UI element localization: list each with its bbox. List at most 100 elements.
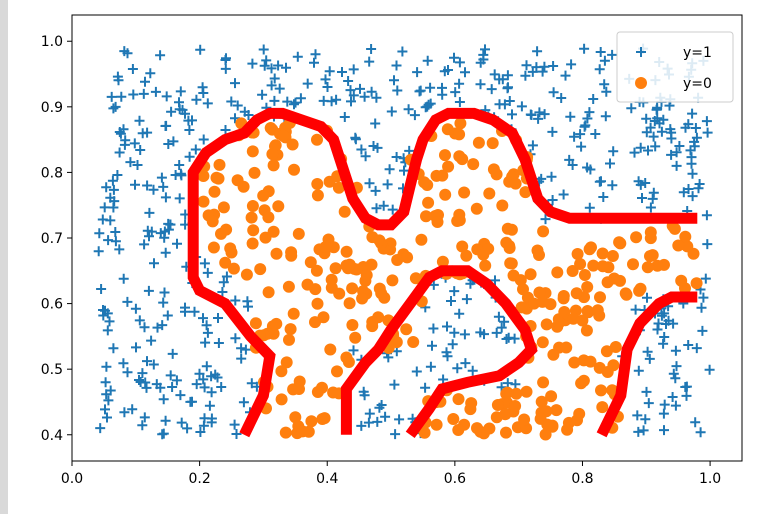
point-y1 — [346, 96, 356, 107]
point-y0 — [581, 281, 594, 293]
point-y0 — [266, 148, 279, 161]
point-y1 — [697, 325, 708, 336]
point-y1 — [590, 129, 601, 139]
point-y0 — [453, 214, 466, 227]
point-y0 — [486, 137, 499, 150]
point-y1 — [425, 98, 436, 109]
point-y1 — [656, 310, 667, 321]
point-y0 — [560, 341, 573, 354]
point-y0 — [519, 186, 532, 199]
point-y0 — [248, 166, 261, 179]
point-y1 — [112, 71, 123, 82]
point-y1 — [155, 50, 166, 61]
point-y1 — [632, 410, 643, 421]
point-y1 — [642, 292, 652, 303]
point-y1 — [383, 352, 394, 363]
legend: y=1 y=0 — [616, 31, 734, 103]
y-axis: 0.4 0.5 0.6 0.7 0.8 0.9 1.0 — [41, 34, 72, 444]
point-y1 — [226, 96, 237, 107]
point-y1 — [206, 387, 217, 398]
point-y0 — [270, 317, 283, 330]
point-y1 — [460, 67, 470, 78]
point-y0 — [571, 248, 584, 260]
point-y1 — [175, 86, 186, 97]
point-y0 — [458, 186, 471, 199]
point-y1 — [425, 361, 436, 372]
point-y0 — [212, 172, 225, 185]
point-y1 — [658, 114, 669, 125]
point-y1 — [348, 64, 359, 75]
point-y1 — [199, 382, 210, 393]
point-y0 — [197, 170, 210, 182]
point-y1 — [596, 176, 606, 187]
point-y1 — [174, 193, 185, 204]
point-y1 — [142, 356, 152, 367]
point-y1 — [180, 302, 190, 313]
point-y1 — [415, 85, 426, 96]
point-y1 — [156, 172, 167, 183]
point-y0 — [515, 301, 528, 314]
point-y0 — [535, 395, 548, 408]
point-y1 — [520, 70, 531, 81]
y-tick-label: 0.4 — [41, 428, 63, 444]
point-y1 — [359, 91, 370, 102]
point-y1 — [198, 420, 209, 431]
point-y1 — [366, 86, 377, 97]
point-y1 — [191, 94, 202, 105]
point-y1 — [130, 303, 141, 314]
point-y1 — [174, 97, 184, 108]
point-y1 — [643, 145, 653, 156]
point-y1 — [177, 104, 188, 115]
point-y1 — [363, 417, 374, 428]
point-y1 — [197, 82, 208, 93]
point-y1 — [144, 207, 155, 218]
point-y1 — [491, 327, 502, 338]
point-y0 — [386, 274, 399, 287]
point-y0 — [237, 180, 250, 193]
point-y0 — [415, 233, 428, 246]
x-tick-label: 0.4 — [316, 471, 338, 487]
point-y0 — [262, 211, 275, 224]
legend-marker-y1 — [636, 47, 646, 57]
point-y1 — [95, 423, 106, 434]
point-y1 — [449, 327, 460, 338]
point-y1 — [556, 93, 567, 103]
point-y1 — [101, 182, 112, 193]
point-y0 — [343, 297, 356, 310]
point-y1 — [134, 315, 145, 326]
point-y1 — [479, 329, 489, 340]
point-y1 — [229, 419, 240, 430]
point-y1 — [690, 123, 701, 133]
point-y1 — [118, 124, 129, 135]
point-y0 — [471, 422, 483, 435]
point-y0 — [517, 283, 529, 296]
point-y1 — [461, 294, 472, 305]
point-y1 — [670, 373, 681, 384]
point-y1 — [422, 55, 433, 66]
point-y1 — [391, 60, 402, 71]
point-y0 — [287, 307, 300, 320]
point-y1 — [309, 57, 319, 68]
point-y1 — [564, 154, 575, 165]
point-y1 — [127, 404, 138, 415]
point-y0 — [601, 366, 614, 378]
point-y1 — [450, 87, 461, 98]
point-y1 — [663, 315, 674, 326]
point-y1 — [198, 313, 208, 324]
point-y1 — [531, 62, 542, 73]
point-y0 — [550, 404, 563, 417]
point-y1 — [149, 258, 159, 269]
x-axis: 0.0 0.2 0.4 0.6 0.8 1.0 — [61, 461, 721, 487]
point-y1 — [630, 304, 641, 315]
point-y0 — [311, 297, 324, 310]
point-y1 — [547, 126, 558, 137]
point-y1 — [158, 394, 169, 405]
point-y1 — [103, 395, 114, 406]
point-y0 — [518, 413, 531, 426]
point-y0 — [311, 189, 324, 202]
point-y1 — [384, 164, 395, 175]
point-y1 — [184, 125, 195, 135]
point-y0 — [275, 393, 288, 406]
decision-boundary — [187, 107, 698, 439]
point-y1 — [160, 192, 171, 203]
